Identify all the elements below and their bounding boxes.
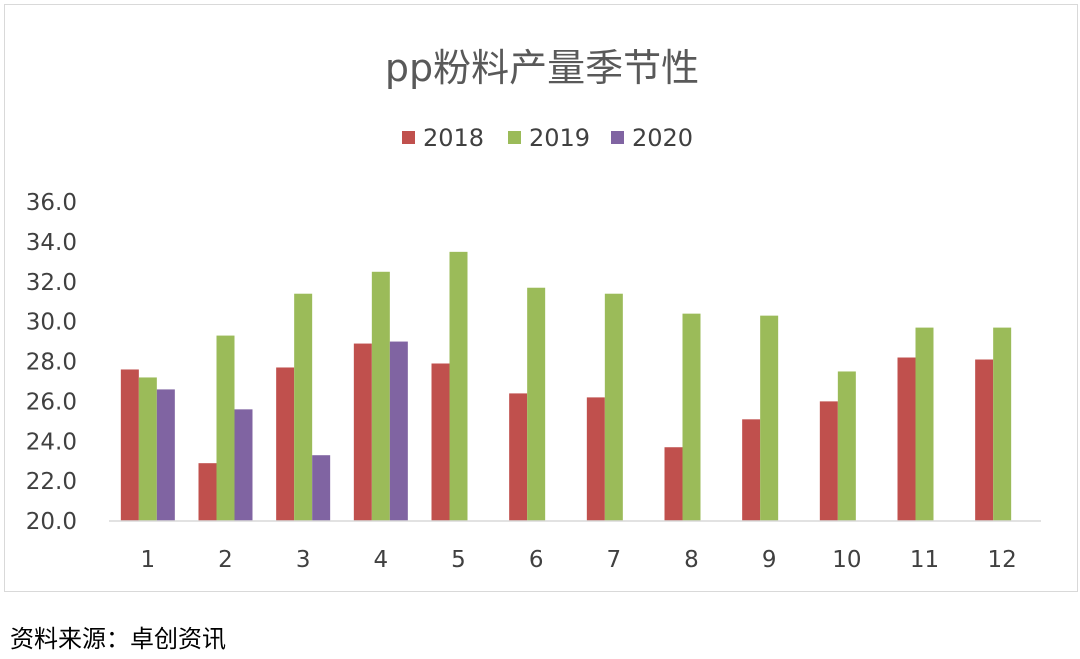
bar-2018-11	[897, 357, 916, 521]
legend-label-2020: 2020	[632, 124, 693, 152]
bar-2018-6	[509, 393, 528, 521]
bar-2018-8	[664, 447, 683, 521]
legend-label-2019: 2019	[529, 124, 590, 152]
y-tick-label: 26.0	[26, 389, 77, 415]
x-tick-label: 3	[296, 547, 311, 573]
chart-title: pp粉料产量季节性	[385, 46, 699, 90]
y-tick-label: 22.0	[26, 469, 77, 495]
legend-swatch-2018	[402, 131, 415, 144]
bars	[120, 251, 1012, 521]
x-tick-label: 2	[218, 547, 233, 573]
x-axis: 1 2 3 4 5 6 7 8 9 10 11 12	[109, 520, 1041, 573]
bar-2020-4	[389, 341, 408, 521]
legend-swatch-2019	[508, 131, 521, 144]
bar-2018-2	[198, 463, 217, 521]
y-tick-label: 28.0	[26, 350, 77, 376]
bar-2018-4	[353, 343, 372, 521]
x-tick-label: 4	[374, 547, 389, 573]
bar-2018-7	[586, 397, 605, 521]
x-tick-label: 9	[762, 547, 777, 573]
bar-2019-11	[915, 327, 934, 521]
y-tick-label: 20.0	[26, 509, 77, 535]
bar-chart: pp粉料产量季节性 2018 2019 2020 36.0 34.0 32.0 30.0 2…	[26, 46, 1041, 573]
bar-2019-6	[527, 287, 546, 521]
bar-2018-1	[120, 369, 139, 521]
bar-2018-9	[742, 419, 761, 521]
bar-2019-3	[294, 293, 313, 521]
legend-swatch-2020	[611, 131, 624, 144]
x-tick-label: 5	[451, 547, 466, 573]
bar-2018-5	[431, 363, 450, 521]
bar-2019-9	[760, 315, 779, 521]
x-tick-label: 7	[607, 547, 622, 573]
bar-2019-2	[216, 335, 235, 521]
y-tick-label: 36.0	[26, 190, 77, 216]
bar-2020-3	[312, 455, 331, 521]
x-tick-label: 1	[141, 547, 156, 573]
y-axis: 36.0 34.0 32.0 30.0 28.0 26.0 24.0 22.0 20.0	[26, 190, 77, 535]
y-tick-label: 30.0	[26, 310, 77, 336]
bar-2018-12	[975, 359, 994, 521]
bar-2018-10	[819, 401, 838, 521]
bar-2019-12	[993, 327, 1012, 521]
chart-frame: pp粉料产量季节性 2018 2019 2020 36.0 34.0 32.0 30.0 2…	[4, 4, 1078, 592]
bar-2019-8	[682, 313, 701, 521]
legend: 2018 2019 2020	[402, 124, 693, 152]
x-tick-label: 6	[529, 547, 544, 573]
bar-2020-1	[156, 389, 175, 521]
bar-2019-5	[449, 251, 468, 521]
y-tick-label: 34.0	[26, 230, 77, 256]
x-tick-label: 12	[988, 547, 1017, 573]
x-tick-label: 11	[910, 547, 939, 573]
source-note: 资料来源：卓创资讯	[10, 625, 226, 653]
bar-2018-3	[276, 367, 295, 521]
bar-2019-1	[138, 377, 157, 521]
x-tick-label: 10	[832, 547, 861, 573]
y-tick-label: 32.0	[26, 270, 77, 296]
bar-2019-4	[371, 271, 390, 521]
x-tick-label: 8	[684, 547, 699, 573]
y-tick-label: 24.0	[26, 429, 77, 455]
bar-2019-7	[604, 293, 623, 521]
bar-2020-2	[234, 409, 253, 521]
legend-label-2018: 2018	[423, 124, 484, 152]
bar-2019-10	[837, 371, 856, 521]
